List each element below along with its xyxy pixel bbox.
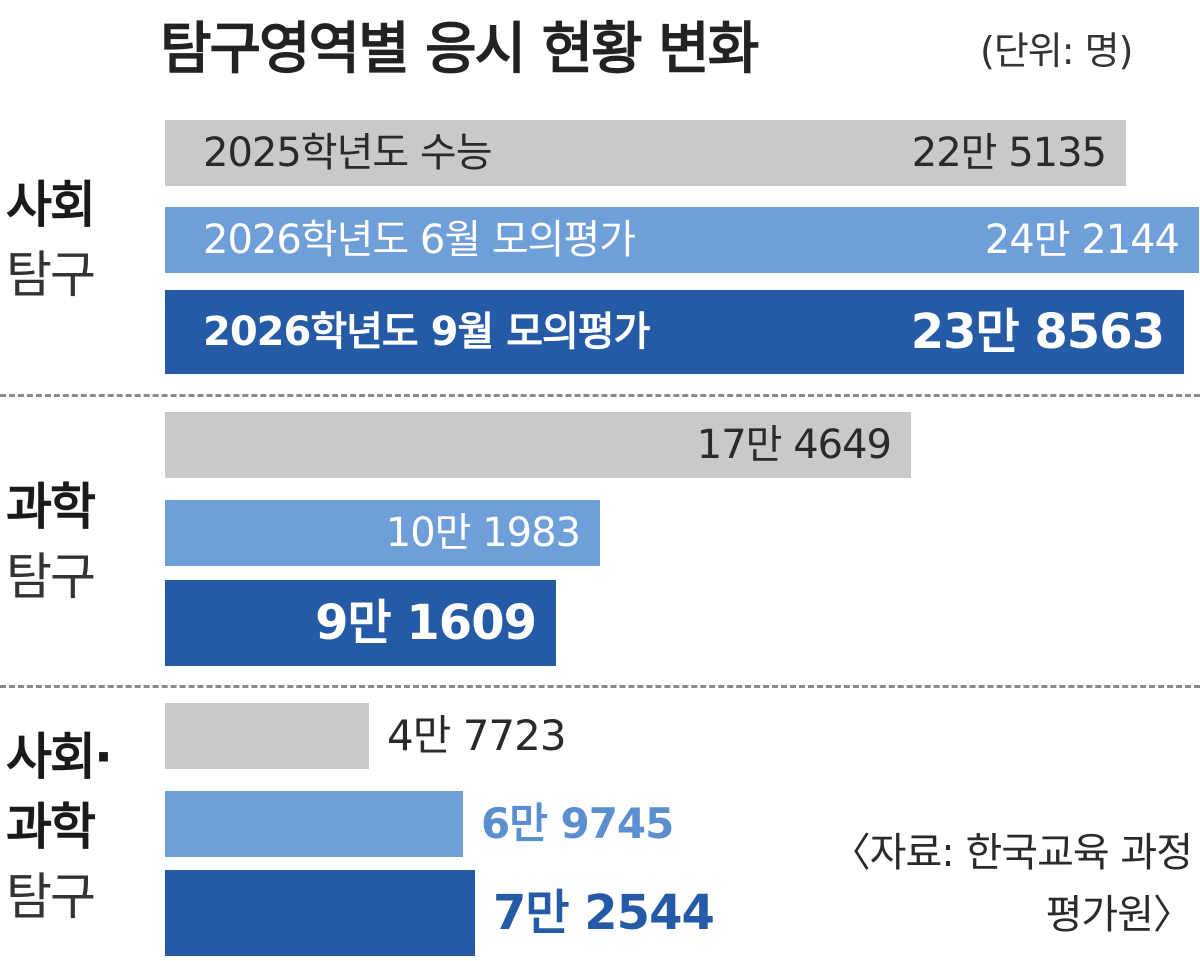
value-label-combined-2026-sept: 7만 2544 — [493, 885, 715, 941]
series-label: 2026학년도 9월 모의평가 — [203, 309, 650, 355]
source-note: 〈자료: 한국교육 과정평가원〉 — [830, 830, 1193, 938]
group-label-line3: 탐구 — [6, 868, 96, 926]
group-label-social: 사회 탐구 — [6, 170, 96, 310]
series-label: 2025학년도 수능 — [203, 130, 493, 176]
chart-title: 탐구영역별 응시 현황 변화 — [160, 17, 759, 82]
value-label: 23만 8563 — [910, 304, 1165, 360]
value-label: 24만 2144 — [984, 217, 1180, 263]
bar-science-2026-sept: 9만 1609 — [165, 580, 556, 666]
series-label: 2026학년도 6월 모의평가 — [203, 217, 636, 263]
bar-science-2025-csat: 17만 4649 — [165, 412, 911, 478]
bar-science-2026-june: 10만 1983 — [165, 500, 600, 566]
group-label-social-science: 사회· 과학 탐구 — [6, 722, 113, 932]
group-label-line1: 과학 — [6, 478, 96, 536]
group-divider — [0, 394, 1200, 397]
group-label-line2: 탐구 — [6, 548, 96, 606]
bar-social-2026-june: 2026학년도 6월 모의평가 24만 2144 — [165, 207, 1199, 273]
value-label: 10만 1983 — [385, 510, 581, 556]
group-label-science: 과학 탐구 — [6, 472, 96, 612]
bar-social-2026-sept: 2026학년도 9월 모의평가 23만 8563 — [165, 290, 1184, 374]
group-divider — [0, 685, 1200, 688]
value-label: 9만 1609 — [315, 595, 537, 651]
value-label-combined-2025-csat: 4만 7723 — [387, 711, 567, 760]
bar-combined-2025-csat — [165, 703, 369, 769]
group-label-line2: 탐구 — [6, 246, 96, 304]
unit-label: (단위: 명) — [980, 29, 1133, 73]
group-label-line1: 사회· — [6, 728, 113, 786]
bar-combined-2026-june — [165, 791, 463, 857]
group-label-line1: 사회 — [6, 176, 96, 234]
group-label-line2: 과학 — [6, 798, 96, 856]
value-label: 22만 5135 — [911, 130, 1107, 176]
bar-combined-2026-sept — [165, 870, 475, 956]
value-label-combined-2026-june: 6만 9745 — [481, 799, 674, 848]
bar-social-2025-csat: 2025학년도 수능 22만 5135 — [165, 120, 1126, 186]
value-label: 17만 4649 — [696, 422, 892, 468]
